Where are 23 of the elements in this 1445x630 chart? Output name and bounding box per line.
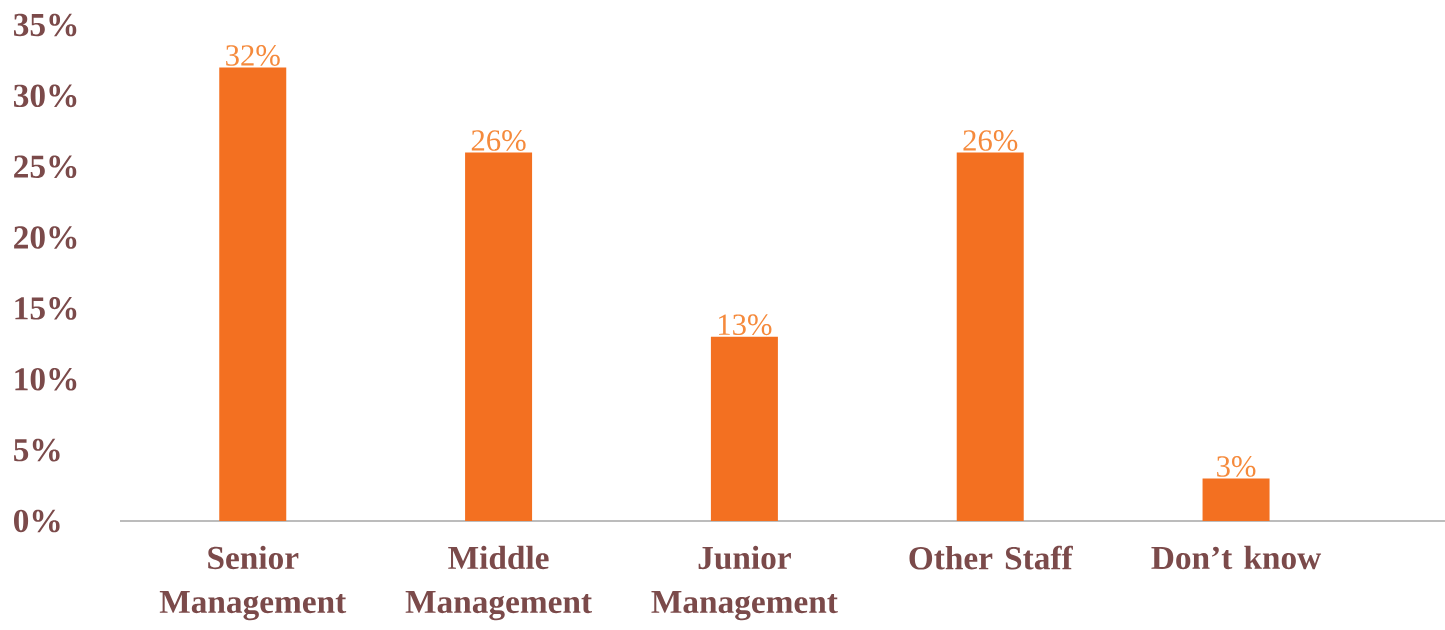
y-tick-label: 10%: [15, 367, 77, 391]
y-tick-label: 0%: [14, 509, 60, 533]
x-tick-label: Middle Management: [405, 545, 592, 621]
x-tick-label: Junior Management: [651, 545, 838, 621]
y-tick-label: 35%: [13, 13, 77, 37]
data-label: 26%: [963, 130, 1018, 151]
bar: [465, 152, 533, 521]
bar: [956, 152, 1024, 521]
bar: [1202, 478, 1270, 521]
data-label: 32%: [226, 45, 280, 66]
bar: [219, 67, 287, 521]
x-tick-label: Other Staff: [909, 545, 1073, 570]
data-label: 26%: [471, 130, 526, 151]
y-tick-label: 25%: [14, 155, 77, 179]
y-tick-label: 15%: [15, 297, 77, 320]
y-tick-label: 20%: [14, 226, 77, 249]
y-tick-label: 30%: [13, 84, 77, 108]
x-tick-label: Don’t know: [1151, 545, 1322, 570]
bar: [710, 336, 778, 521]
data-label: 13%: [719, 314, 772, 336]
x-tick-label: Senior Management: [159, 545, 347, 621]
data-label: 3%: [1217, 456, 1256, 477]
y-tick-label: 5%: [14, 438, 60, 462]
